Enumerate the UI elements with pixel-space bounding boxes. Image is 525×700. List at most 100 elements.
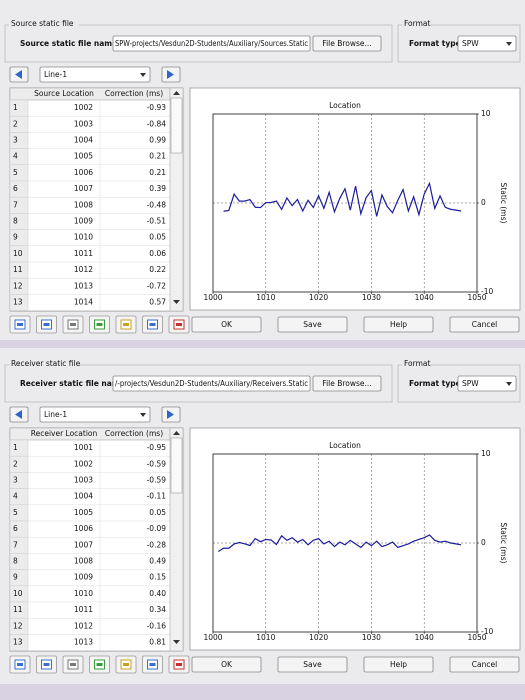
table-cell[interactable]: 1009	[74, 217, 93, 226]
table-cell[interactable]: -0.11	[147, 492, 167, 501]
table-cell[interactable]: 1012	[74, 621, 93, 630]
table-cell[interactable]: 1013	[74, 638, 93, 647]
row-number: 11	[13, 265, 23, 274]
dialog-button[interactable]	[277, 656, 348, 673]
table-cell[interactable]: 0.40	[149, 589, 166, 598]
table-cell[interactable]: 0.49	[149, 557, 166, 566]
browse-button[interactable]	[312, 35, 382, 52]
group-label: Format	[404, 19, 430, 28]
table-cell[interactable]: 1006	[74, 168, 93, 177]
prev-arrow	[15, 410, 22, 419]
table-cell[interactable]: 0.34	[149, 605, 166, 614]
y-axis-label: Static (ms)	[499, 523, 508, 564]
table-cell[interactable]: 1005	[74, 508, 93, 517]
table-cell[interactable]: 0.22	[149, 265, 166, 274]
table-cell[interactable]: -0.84	[147, 119, 167, 128]
table-cell[interactable]: 1002	[74, 103, 93, 112]
format-select[interactable]	[457, 375, 517, 392]
table-cell[interactable]: 0.06	[149, 249, 166, 258]
table-cell[interactable]: 0.39	[149, 184, 166, 193]
table-cell[interactable]: -0.72	[147, 281, 167, 290]
line-select-value: Line-1	[44, 70, 67, 79]
table-cell[interactable]: -0.16	[147, 621, 167, 630]
table-cell[interactable]: 1004	[74, 492, 93, 501]
table-cell[interactable]: -0.28	[147, 540, 167, 549]
row-number: 12	[13, 621, 23, 630]
icon	[149, 323, 156, 326]
table-cell[interactable]: 1008	[74, 557, 93, 566]
table-cell[interactable]: 0.99	[149, 136, 166, 145]
dialog-button[interactable]	[277, 316, 348, 333]
y-tick-label: 10	[481, 449, 491, 458]
dialog-button[interactable]	[191, 656, 262, 673]
table-cell[interactable]: 0.81	[149, 638, 166, 647]
table	[9, 427, 184, 652]
dialog-button-label: OK	[221, 320, 233, 329]
dialog-button-label: Help	[390, 660, 407, 669]
table-cell[interactable]: 1014	[74, 298, 93, 307]
table-cell[interactable]: 1009	[74, 573, 93, 582]
text-input-value: /-projects/Vesdun2D-Students/Auxiliary/R…	[115, 379, 308, 388]
dialog-button[interactable]	[449, 656, 520, 673]
row-number: 1	[13, 443, 18, 452]
scrollbar-thumb[interactable]	[170, 97, 183, 154]
table-cell[interactable]: -0.59	[147, 476, 167, 485]
table-cell[interactable]: 1008	[74, 200, 93, 209]
table-cell[interactable]: 1012	[74, 265, 93, 274]
row-number: 12	[13, 281, 23, 290]
browse-button[interactable]	[312, 375, 382, 392]
table-cell[interactable]: 0.21	[149, 152, 166, 161]
browse-button-label: File Browse...	[322, 379, 371, 388]
table-cell[interactable]: 0.05	[149, 508, 166, 517]
table-cell[interactable]: -0.48	[147, 200, 167, 209]
dialog-button[interactable]	[191, 316, 262, 333]
scrollbar-thumb[interactable]	[170, 437, 183, 494]
row-number: 1	[13, 103, 18, 112]
dialog-button[interactable]	[363, 656, 434, 673]
x-tick-label: 1030	[362, 293, 381, 302]
table-cell[interactable]: 1007	[74, 540, 93, 549]
table-cell[interactable]: -0.51	[147, 217, 167, 226]
text-input[interactable]	[112, 35, 311, 52]
x-tick-label: 1020	[309, 633, 328, 642]
line-select[interactable]	[39, 406, 151, 423]
table-cell[interactable]: 0.05	[149, 233, 166, 242]
line-select[interactable]	[39, 66, 151, 83]
row-number: 9	[13, 573, 18, 582]
table-cell[interactable]: 1010	[74, 233, 93, 242]
table-cell[interactable]: 1007	[74, 184, 93, 193]
table-cell[interactable]: 1002	[74, 459, 93, 468]
table-cell[interactable]: -0.09	[147, 524, 167, 533]
text-input[interactable]	[112, 375, 311, 392]
table-cell[interactable]: 1004	[74, 136, 93, 145]
table-cell[interactable]: 1010	[74, 589, 93, 598]
x-tick-label: 1050	[467, 633, 486, 642]
table-cell[interactable]: -0.95	[147, 443, 167, 452]
row-number: 10	[13, 589, 23, 598]
row-number: 5	[13, 508, 18, 517]
icon	[70, 323, 76, 326]
table-cell[interactable]: 0.21	[149, 168, 166, 177]
dialog-button[interactable]	[449, 316, 520, 333]
table-cell[interactable]: 0.57	[149, 298, 166, 307]
table-cell[interactable]: 0.15	[149, 573, 166, 582]
table-cell[interactable]: 1005	[74, 152, 93, 161]
table-cell[interactable]: 1001	[74, 443, 93, 452]
format-select[interactable]	[457, 35, 517, 52]
scroll-down[interactable]	[173, 640, 180, 644]
x-tick-label: 1040	[415, 633, 434, 642]
table-cell[interactable]: 1011	[74, 249, 93, 258]
scroll-up[interactable]	[173, 431, 180, 435]
dialog-button[interactable]	[363, 316, 434, 333]
table-cell[interactable]: 1006	[74, 524, 93, 533]
table-cell[interactable]: -0.93	[147, 103, 167, 112]
table-cell[interactable]: 1011	[74, 605, 93, 614]
group-label: Receiver static file	[11, 359, 81, 368]
scroll-down[interactable]	[173, 300, 180, 304]
table-cell[interactable]: 1013	[74, 281, 93, 290]
table-cell[interactable]: 1003	[74, 476, 93, 485]
table-cell[interactable]: -0.59	[147, 459, 167, 468]
scroll-up[interactable]	[173, 91, 180, 95]
table-cell[interactable]: 1003	[74, 119, 93, 128]
row-number: 6	[13, 184, 18, 193]
